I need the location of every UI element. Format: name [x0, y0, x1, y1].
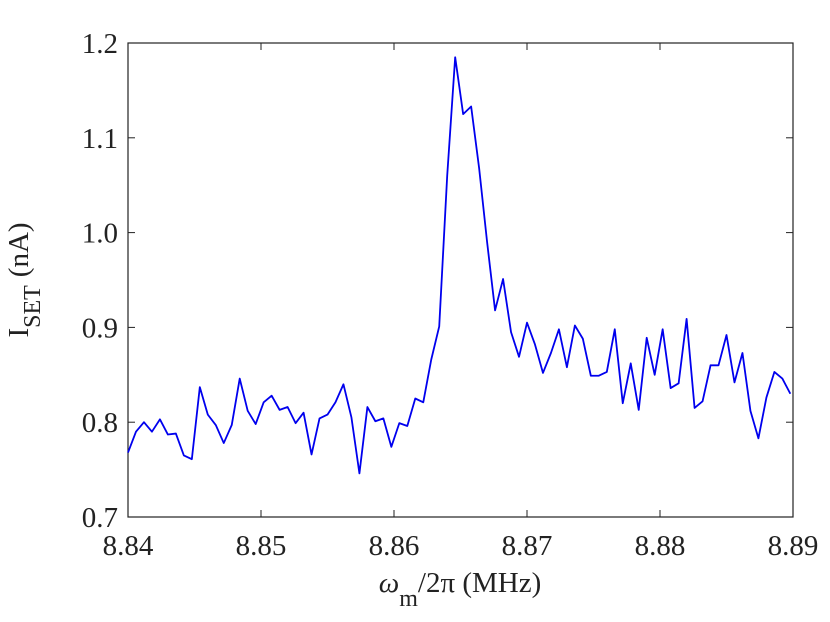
y-label-unit: (nA) — [3, 222, 35, 277]
x-tick-label: 8.89 — [768, 530, 819, 562]
x-tick-label: 8.84 — [103, 530, 154, 562]
x-label-main: ω — [379, 567, 399, 599]
x-tick-label: 8.88 — [635, 530, 686, 562]
y-label-sub: SET — [20, 285, 46, 328]
x-axis-label: ωm/2π (MHz) — [379, 567, 542, 612]
y-tick-label: 1.2 — [82, 28, 118, 60]
y-tick-label: 0.8 — [82, 407, 118, 439]
data-line — [127, 56, 792, 475]
x-tick-label: 8.86 — [369, 530, 420, 562]
x-tick-label: 8.85 — [236, 530, 287, 562]
y-tick-label: 0.9 — [82, 312, 118, 344]
y-tick-label: 0.7 — [82, 502, 118, 534]
x-label-sub: m — [399, 586, 418, 612]
y-label-main: I — [3, 328, 35, 338]
x-label-rest: /2π (MHz) — [418, 567, 541, 599]
y-axis-label: ISET (nA) — [3, 222, 46, 337]
x-tick-label: 8.87 — [502, 530, 553, 562]
plot-frame — [127, 42, 794, 518]
y-tick-label: 1.0 — [82, 218, 118, 250]
y-tick-label: 1.1 — [82, 123, 118, 155]
